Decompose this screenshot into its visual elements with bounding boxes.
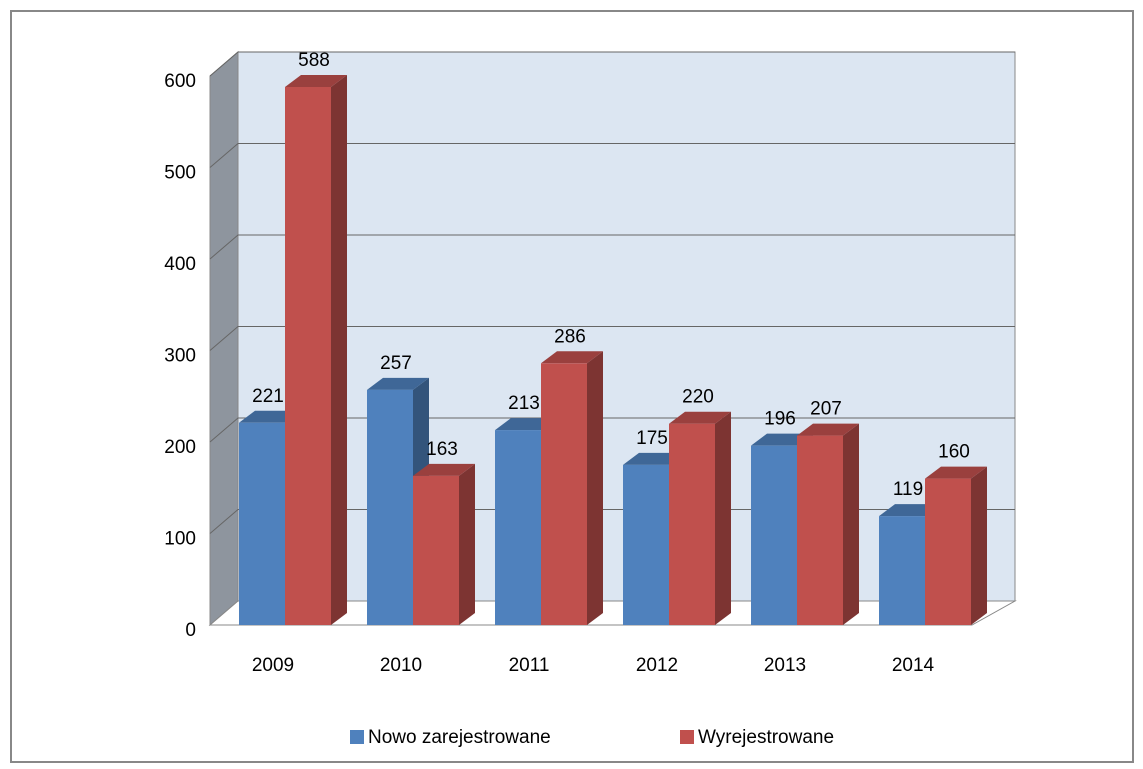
legend-swatch (350, 730, 364, 744)
grid-line (209, 143, 1015, 168)
data-label: 119 (893, 479, 923, 500)
bar-top (925, 466, 987, 479)
x-tick-label: 2013 (764, 655, 806, 676)
y-tick-label: 400 (164, 254, 196, 275)
bar (239, 422, 285, 625)
bar-side (971, 466, 987, 625)
data-label: 220 (682, 387, 714, 408)
data-label: 257 (380, 353, 412, 374)
data-label: 213 (508, 393, 540, 414)
data-label: 160 (938, 442, 970, 463)
bar (367, 389, 413, 625)
bar (751, 445, 797, 625)
legend-swatch (680, 730, 694, 744)
bar-side (459, 463, 475, 625)
bar (541, 363, 587, 625)
bar-top (541, 351, 603, 364)
bar-top (797, 423, 859, 436)
bar-side (331, 74, 347, 626)
grid-line (209, 326, 1015, 351)
data-label: 207 (810, 399, 842, 420)
x-tick-label: 2010 (380, 655, 422, 676)
bar-top (669, 411, 731, 424)
data-label: 196 (764, 409, 796, 430)
y-tick-label: 0 (185, 620, 196, 641)
x-tick-label: 2012 (636, 655, 678, 676)
grid-line (209, 234, 1015, 260)
x-tick-label: 2014 (892, 655, 935, 676)
data-label: 286 (554, 326, 586, 347)
bar-top (413, 463, 475, 476)
bar-top (367, 377, 429, 390)
bar (797, 435, 843, 625)
grid-line (209, 51, 1015, 77)
x-tick-label: 2011 (509, 655, 550, 676)
data-label: 163 (426, 439, 458, 460)
bar-side (715, 411, 731, 625)
bar-top (285, 74, 347, 87)
bar-side (587, 351, 603, 625)
y-tick-label: 300 (164, 346, 196, 367)
bar (495, 430, 541, 625)
y-tick-label: 500 (164, 163, 196, 184)
bar (669, 423, 715, 625)
data-label: 588 (298, 50, 330, 71)
bar (285, 86, 331, 626)
bar (413, 475, 459, 625)
x-tick-label: 2009 (252, 655, 294, 676)
data-label: 175 (636, 428, 668, 449)
bar (623, 464, 669, 625)
legend-label: Wyrejestrowane (698, 727, 834, 748)
bar-side (843, 423, 859, 625)
legend-label: Nowo zarejestrowane (368, 727, 551, 748)
bar (879, 516, 925, 625)
grid-line (209, 417, 1015, 443)
data-label: 221 (252, 386, 284, 407)
y-tick-label: 200 (164, 437, 196, 458)
bar (925, 478, 971, 625)
y-tick-label: 100 (164, 529, 196, 550)
y-tick-label: 600 (164, 71, 196, 92)
